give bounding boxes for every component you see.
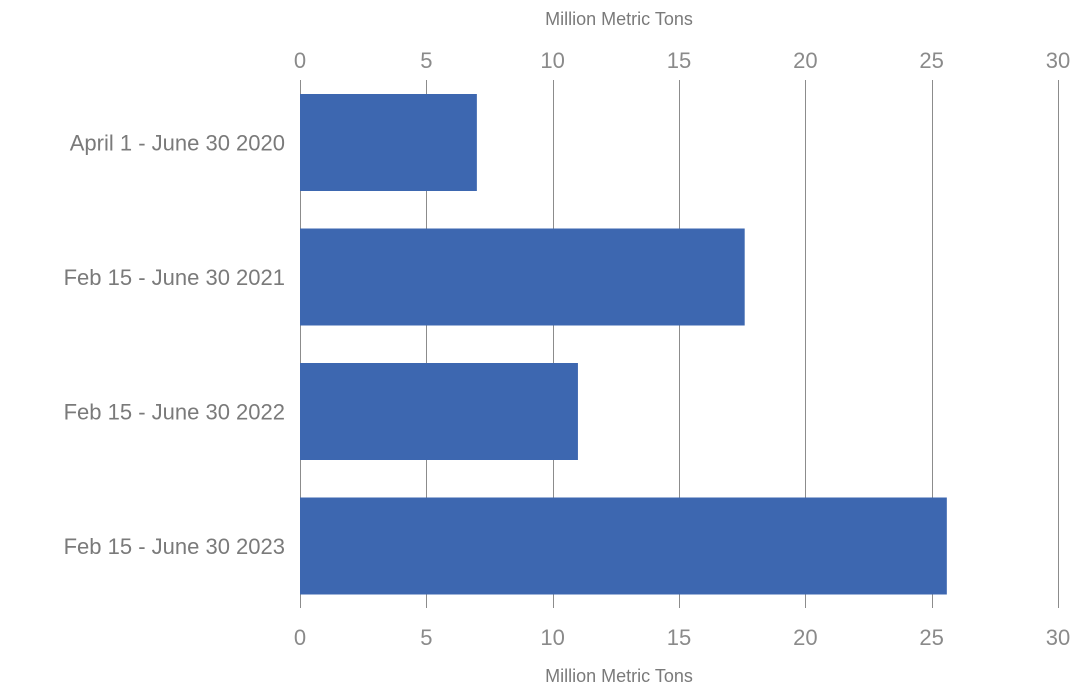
- x-tick-bottom-15: 15: [667, 625, 691, 650]
- x-tick-top-15: 15: [667, 48, 691, 73]
- x-axis-title-bottom: Million Metric Tons: [545, 666, 693, 686]
- x-tick-bottom-10: 10: [540, 625, 564, 650]
- bar-1: [300, 94, 477, 191]
- x-tick-bottom-30: 30: [1046, 625, 1070, 650]
- x-tick-top-20: 20: [793, 48, 817, 73]
- category-label-1: April 1 - June 30 2020: [70, 131, 285, 156]
- x-tick-bottom-5: 5: [420, 625, 432, 650]
- x-tick-bottom-20: 20: [793, 625, 817, 650]
- category-label-3: Feb 15 - June 30 2022: [64, 400, 285, 425]
- x-tick-labels-bottom: 0 5 10 15 20 25 30: [294, 625, 1070, 650]
- category-label-2: Feb 15 - June 30 2021: [64, 265, 285, 290]
- x-tick-top-25: 25: [919, 48, 943, 73]
- bars: [300, 94, 947, 595]
- x-tick-top-5: 5: [420, 48, 432, 73]
- x-axis-title-top: Million Metric Tons: [545, 9, 693, 29]
- category-labels: April 1 - June 30 2020 Feb 15 - June 30 2…: [64, 131, 285, 560]
- bar-3: [300, 363, 578, 460]
- bar-4: [300, 497, 947, 595]
- bar-2: [300, 228, 745, 326]
- x-tick-labels-top: 0 5 10 15 20 25 30: [294, 48, 1070, 73]
- x-tick-top-30: 30: [1046, 48, 1070, 73]
- x-tick-bottom-25: 25: [919, 625, 943, 650]
- x-tick-top-0: 0: [294, 48, 306, 73]
- x-tick-top-10: 10: [540, 48, 564, 73]
- x-tick-bottom-0: 0: [294, 625, 306, 650]
- category-label-4: Feb 15 - June 30 2023: [64, 534, 285, 559]
